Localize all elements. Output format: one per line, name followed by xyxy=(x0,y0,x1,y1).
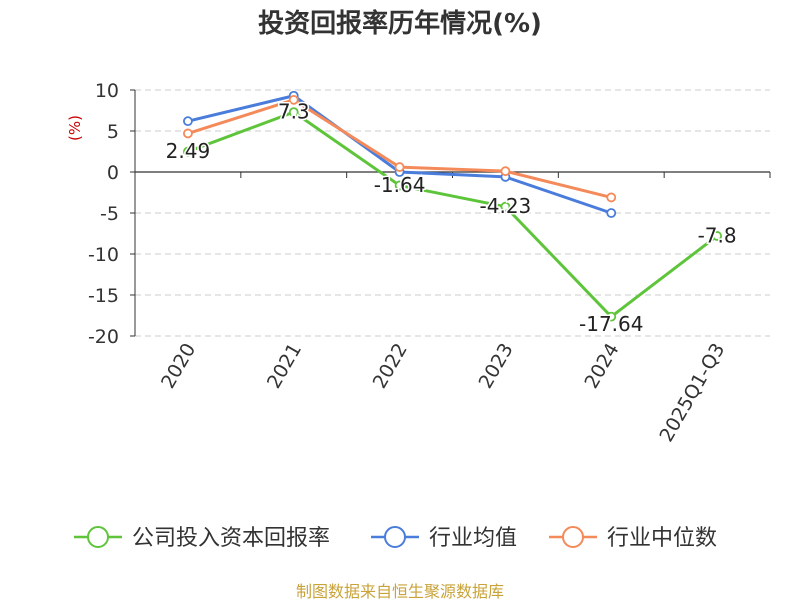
legend-label: 行业中位数 xyxy=(607,526,717,551)
x-tick-label: 2024 xyxy=(580,340,623,393)
series-lines xyxy=(183,90,722,322)
x-tick-label: 2023 xyxy=(475,340,518,393)
data-point xyxy=(183,146,193,157)
y-tick-label: 0 xyxy=(107,162,119,184)
data-point xyxy=(288,94,299,105)
data-point xyxy=(500,201,511,212)
legend-marker xyxy=(562,526,584,548)
legend-item: 行业中位数 xyxy=(549,526,717,551)
source-note: 制图数据来自恒生聚源数据库 xyxy=(295,582,504,600)
data-labels: 2.49 7.3 -1.64 -4.23 -17.64 -7.8 xyxy=(164,98,738,338)
y-tick-label: -15 xyxy=(88,285,119,307)
series-line xyxy=(187,110,718,319)
data-point xyxy=(183,128,193,139)
legend-item: 行业均值 xyxy=(371,526,517,551)
data-point xyxy=(394,162,405,172)
legend-label: 行业均值 xyxy=(429,526,517,551)
y-axis-label: (%) xyxy=(66,115,84,141)
line-chart: 10 5 0 -5 -10 -15 -20 2020 2021 2022 2023 2024 2025Q… xyxy=(66,80,771,551)
legend-marker xyxy=(87,526,109,548)
data-point xyxy=(288,107,299,118)
y-tick-label: -10 xyxy=(88,244,119,266)
data-label: -4.23 xyxy=(480,194,532,218)
data-point xyxy=(712,231,722,241)
y-tick-label: -20 xyxy=(88,326,119,348)
chart-title: 投资回报率历年情况(%) xyxy=(258,9,542,39)
legend-item: 公司投入资本回报率 xyxy=(74,526,330,551)
legend-marker xyxy=(384,526,406,548)
y-tick-label: 10 xyxy=(95,80,119,102)
grid-lines xyxy=(135,89,770,337)
data-label: 7.3 xyxy=(278,100,310,124)
y-tick-label: 5 xyxy=(107,121,119,143)
data-point xyxy=(606,311,617,322)
y-tick-label: -5 xyxy=(100,203,119,225)
data-label: -7.8 xyxy=(698,223,737,247)
legend-label: 公司投入资本回报率 xyxy=(132,526,330,551)
x-tick-label: 2022 xyxy=(369,340,412,393)
data-point xyxy=(394,180,405,191)
legend: 公司投入资本回报率 行业均值 行业中位数 xyxy=(74,526,717,551)
data-point xyxy=(606,192,617,203)
data-label: 2.49 xyxy=(166,139,211,163)
data-label: -1.64 xyxy=(374,173,426,197)
data-point xyxy=(183,116,193,127)
x-tick-label: 2025Q1-Q3 xyxy=(655,340,729,446)
x-tick-label: 2021 xyxy=(263,340,306,393)
axes: 10 5 0 -5 -10 -15 -20 2020 2021 2022 2023 2024 2025Q… xyxy=(66,80,771,446)
data-point xyxy=(606,208,617,218)
data-label: -17.64 xyxy=(579,312,643,336)
data-point xyxy=(500,166,511,177)
x-tick-label: 2020 xyxy=(157,340,200,393)
